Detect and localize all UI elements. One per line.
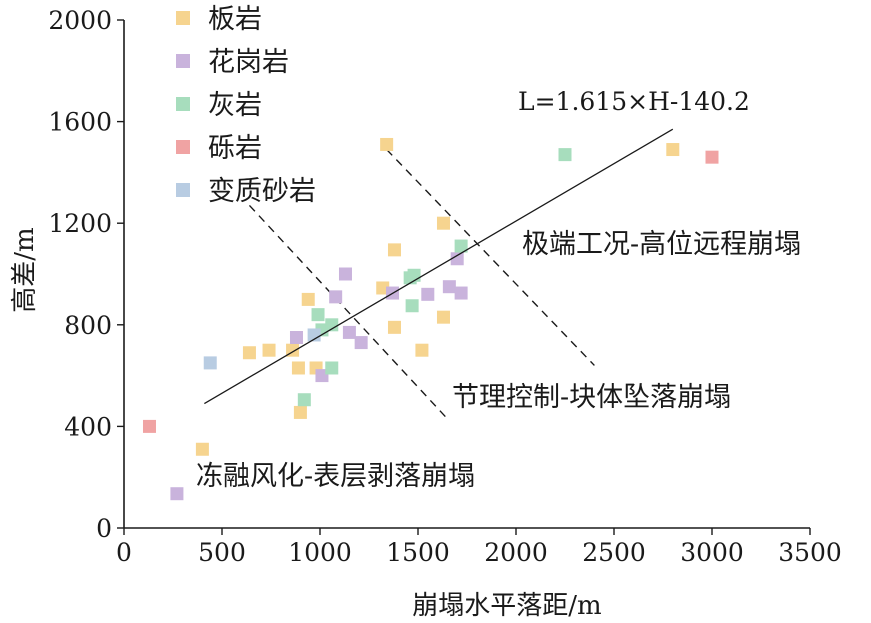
scatter-point — [380, 137, 394, 151]
annotation-joint: 节理控制-块体坠落崩塌 — [452, 382, 731, 413]
scatter-point — [325, 318, 339, 332]
fit-line — [204, 128, 674, 405]
scatter-point — [666, 143, 680, 157]
scatter-point — [325, 361, 339, 375]
x-tick-label: 2000 — [484, 538, 548, 567]
legend-label: 板岩 — [208, 4, 262, 35]
scatter-point — [436, 310, 450, 324]
scatter-point — [142, 419, 156, 433]
legend-label: 变质砂岩 — [208, 176, 316, 207]
scatter-point — [442, 280, 456, 294]
scatter-point — [203, 356, 217, 370]
zone-boundary-line — [386, 149, 595, 366]
x-tick-label: 500 — [198, 538, 246, 567]
legend-label: 花岗岩 — [208, 47, 289, 78]
scatter-point — [387, 243, 401, 257]
scatter-point — [405, 299, 419, 313]
annotation-freeze: 冻融风化-表层剥落崩塌 — [196, 461, 475, 492]
x-tick-label: 1000 — [288, 538, 352, 567]
scatter-point — [342, 325, 356, 339]
scatter-point — [454, 286, 468, 300]
legend-swatch — [176, 54, 190, 68]
scatter-point — [454, 239, 468, 253]
x-tick-label: 1500 — [386, 538, 450, 567]
scatter-point — [289, 331, 303, 344]
scatter-point — [558, 148, 572, 162]
fit-equation-label: L=1.615×H-140.2 — [518, 87, 750, 116]
legend-swatch — [176, 97, 190, 111]
scatter-point — [242, 346, 256, 360]
scatter-point — [195, 442, 209, 456]
zone-boundary-line — [248, 204, 448, 420]
scatter-point — [307, 328, 321, 342]
zone-lines — [248, 149, 595, 420]
scatter-point — [387, 320, 401, 334]
scatter-point — [436, 216, 450, 230]
legend-swatch — [176, 183, 190, 197]
data-points — [142, 137, 719, 501]
x-tick-label: 3000 — [680, 538, 744, 567]
y-tick-label: 2000 — [48, 6, 112, 35]
scatter-point — [293, 405, 307, 419]
scatter-point — [262, 343, 276, 357]
scatter-point — [297, 393, 311, 407]
x-tick-label: 0 — [116, 538, 132, 567]
y-tick-label: 1600 — [48, 108, 112, 137]
scatter-point — [376, 281, 390, 295]
scatter-point — [421, 287, 435, 301]
y-tick-label: 400 — [64, 412, 112, 441]
y-tick-label: 0 — [96, 514, 112, 543]
scatter-point — [301, 292, 315, 306]
y-tick-label: 800 — [64, 311, 112, 340]
x-axis-label: 崩塌水平落距/m — [412, 591, 601, 621]
legend-swatch — [176, 11, 190, 25]
scatter-point — [338, 267, 352, 281]
scatter-point — [415, 343, 429, 357]
scatter-point — [315, 369, 329, 383]
scatter-point — [705, 150, 719, 164]
scatter-point — [170, 487, 184, 501]
legend-swatch — [176, 140, 190, 154]
scatter-point — [291, 361, 305, 375]
scatter-point — [329, 290, 343, 304]
y-axis-label: 高差/m — [10, 227, 40, 312]
scatter-point — [407, 268, 421, 282]
scatter-point — [450, 252, 464, 266]
y-tick-label: 1200 — [48, 209, 112, 238]
x-tick-label: 2500 — [582, 538, 646, 567]
scatter-point — [354, 336, 368, 350]
legend-label: 灰岩 — [208, 90, 262, 121]
axes: 0 500 1000 1500 2000 2500 3000 3500 0 400 800 1200… — [48, 6, 841, 567]
y-ticks: 0 400 800 1200 1600 2000 — [48, 6, 124, 543]
x-tick-label: 3500 — [778, 538, 842, 567]
annotation-extreme: 极端工况-高位远程崩塌 — [522, 229, 801, 260]
x-ticks: 0 500 1000 1500 2000 2500 3000 3500 — [116, 528, 842, 567]
scatter-point — [311, 308, 325, 322]
legend-label: 砾岩 — [208, 133, 262, 164]
